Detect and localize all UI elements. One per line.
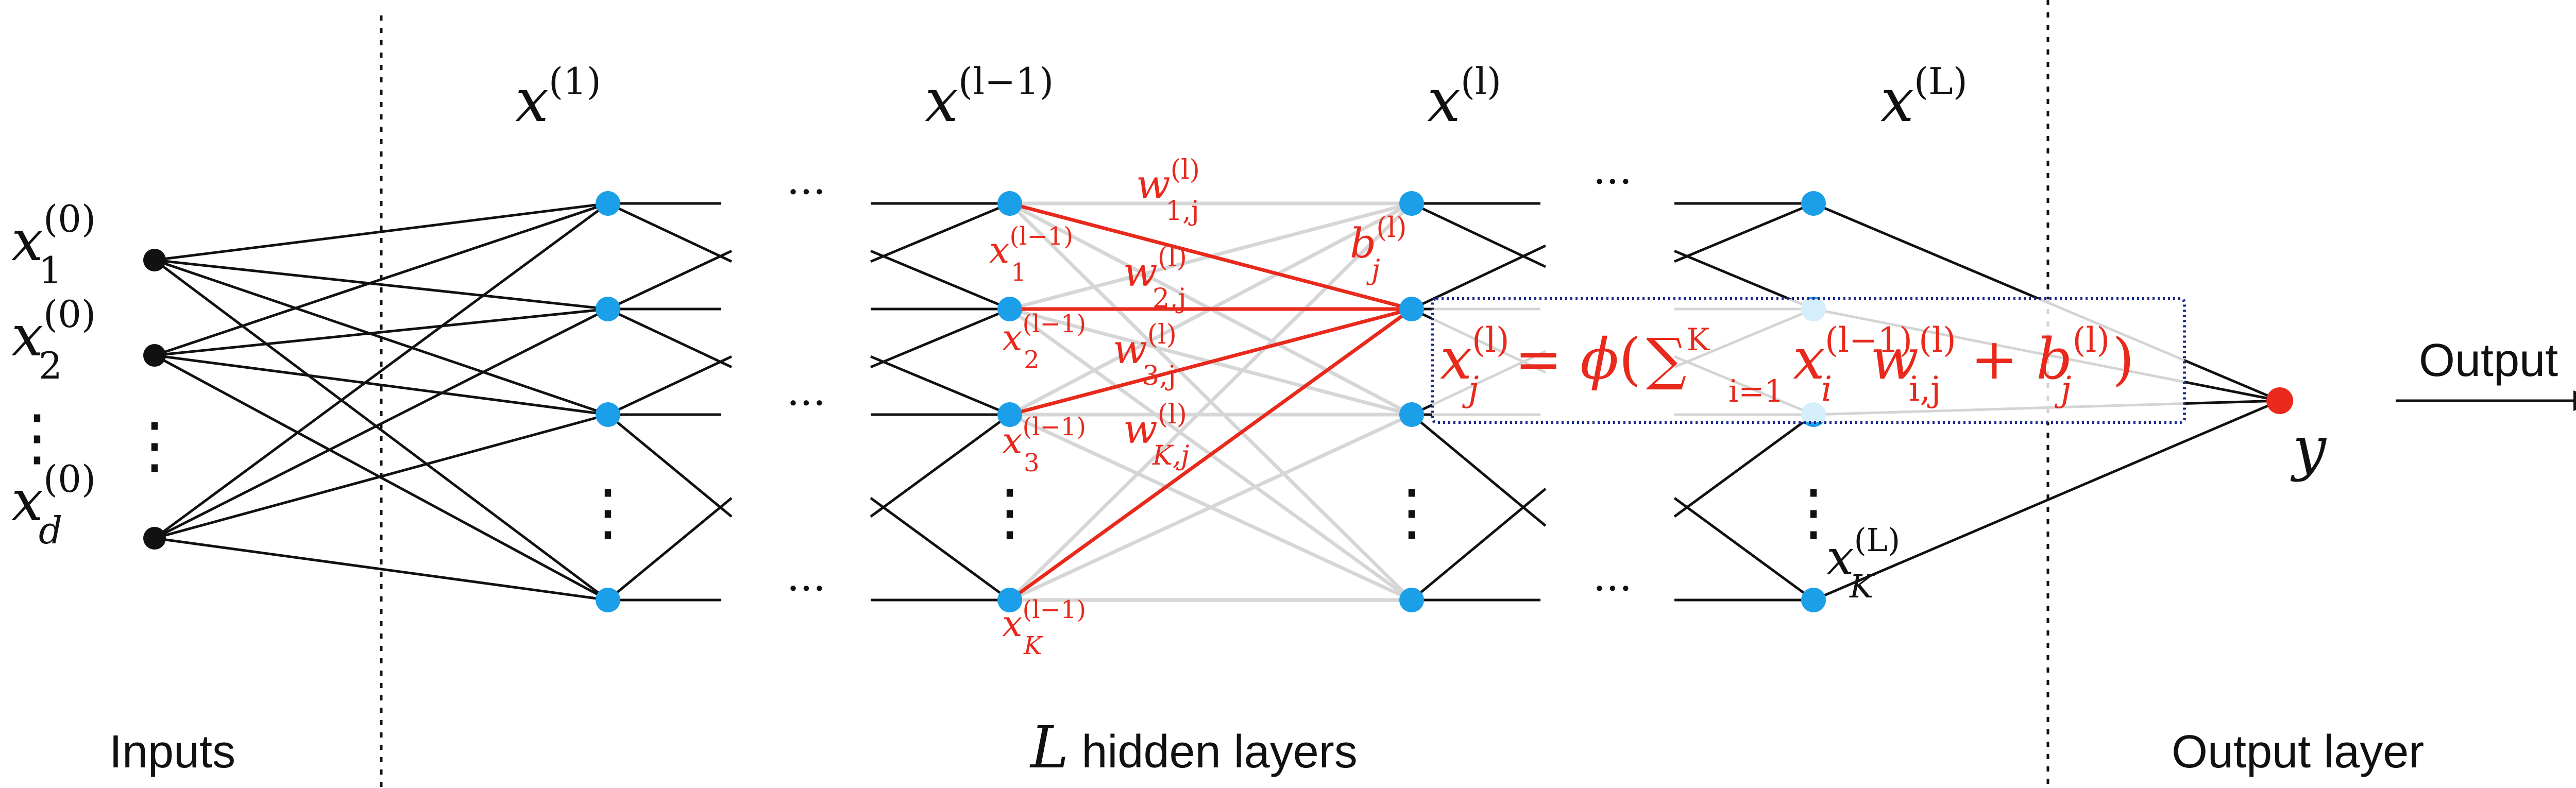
hidden-node — [596, 402, 620, 427]
edge-stub-last — [1673, 496, 1815, 602]
hidden-node — [997, 297, 1022, 321]
edge-faded-prev-to-cur — [1009, 413, 1413, 602]
edge-input-to-layer1 — [154, 202, 608, 262]
edge-stub-last — [1673, 413, 1815, 518]
edge-input-to-layer1 — [154, 537, 608, 602]
edge-stub-prev — [870, 249, 1010, 311]
hidden-node — [1399, 191, 1424, 216]
input-label-x1: x(0) 1 — [11, 197, 96, 292]
edge-faded-prev-to-cur — [1008, 202, 1413, 602]
highlighted-edges — [1008, 201, 1413, 602]
edge-input-to-layer1 — [154, 354, 608, 416]
hidden-node — [997, 588, 1022, 612]
output-node-label: y — [2290, 414, 2327, 483]
hidden-node — [1801, 588, 1826, 612]
hidden-node — [1399, 588, 1424, 612]
vdots-layer1: ⋮ — [577, 476, 639, 548]
edge-input-to-layer1 — [154, 202, 609, 540]
last-node-label: x(L) K — [1826, 521, 1900, 605]
ellipsis-top-left: ··· — [787, 168, 826, 216]
edge-input-to-layer1 — [154, 307, 608, 357]
edge-stub-prev — [870, 202, 1010, 263]
prev-node-label-3: x(l−1) 3 — [1002, 413, 1086, 477]
edge-stub-prev — [870, 307, 1010, 369]
input-node — [143, 249, 166, 271]
prev-node-label-2: x(l−1) 2 — [1002, 310, 1086, 374]
bottom-label-hidden: L hidden layers — [1029, 714, 1358, 781]
prev-node-label-1: x(l−1) 1 — [989, 222, 1073, 287]
hidden-node — [997, 402, 1022, 427]
edge-red-to-node-j — [1009, 201, 1412, 311]
vdots-layer-last: ⋮ — [1783, 476, 1844, 548]
edge-red-to-node-j — [1009, 307, 1412, 417]
header-layer-cur: x(l) — [1427, 60, 1501, 135]
ellipsis-top-right: ··· — [1593, 158, 1632, 205]
formula-box — [1431, 297, 2186, 424]
input-node — [143, 527, 166, 550]
weight-label-3: w(l) 3,j — [1113, 319, 1177, 391]
edge-stub-cur — [1411, 488, 1547, 601]
hidden-node — [596, 191, 620, 216]
ellipsis-bot-right: ··· — [1593, 564, 1632, 612]
input-label-xd: x(0) d — [11, 457, 96, 552]
vdots-inputs: ⋮ — [124, 409, 185, 481]
hidden-node — [596, 588, 620, 612]
bottom-label-inputs: Inputs — [109, 726, 235, 778]
edge-input-to-layer1 — [154, 413, 608, 540]
vdots-layer-cur: ⋮ — [1381, 476, 1443, 548]
formula: x(l) j = ϕ(∑Ki=1 x(l−1) i w(l) i,j + b(l) j) — [1440, 320, 2134, 409]
edge-last-to-output — [1813, 399, 2280, 602]
hidden-node — [997, 191, 1022, 216]
black-edges — [154, 202, 2280, 602]
input-node — [143, 344, 166, 367]
header-layer-1: x(1) — [515, 60, 601, 135]
output-label: Output — [2419, 335, 2558, 386]
edge-stub-layer1 — [607, 414, 733, 518]
edge-input-to-layer1 — [154, 259, 608, 416]
edge-stub-prev — [870, 413, 1011, 518]
weight-label-1: w(l) 1,j — [1136, 155, 1200, 227]
edge-stub-layer1 — [607, 202, 733, 263]
edge-red-to-node-j — [1008, 307, 1413, 602]
prev-node-label-K: x(l−1) K — [1002, 595, 1086, 660]
edge-input-to-layer1 — [154, 259, 609, 601]
ellipsis-bot-left: ··· — [787, 564, 826, 612]
bottom-label-output-layer: Output layer — [2172, 726, 2424, 778]
bias-label: b(l) j — [1350, 211, 1407, 286]
weight-label-2: w(l) 2,j — [1123, 242, 1187, 314]
edge-stub-prev — [870, 355, 1010, 416]
header-layer-last: x(L) — [1880, 60, 1968, 135]
edge-input-to-layer1 — [154, 202, 608, 357]
vdots-layer-prev: ⋮ — [979, 476, 1041, 548]
edge-stub-prev — [870, 496, 1011, 602]
vdots-inputs-label: ⋮ — [6, 402, 68, 473]
hidden-node — [1801, 191, 1826, 216]
hidden-node — [1399, 297, 1424, 321]
hidden-node — [1399, 402, 1424, 427]
edge-stub-layer1 — [607, 249, 733, 311]
edge-stub-last — [1674, 202, 1814, 263]
edge-stub-layer1 — [607, 307, 733, 369]
ellipsis-mid-left: ··· — [787, 379, 826, 427]
header-layer-prev: x(l−1) — [925, 60, 1054, 135]
input-label-x2: x(0) 2 — [11, 293, 96, 387]
output-node — [2266, 387, 2293, 414]
weight-label-K: w(l) K,j — [1123, 399, 1190, 471]
hidden-node — [596, 297, 620, 321]
edge-stub-layer1 — [607, 355, 733, 416]
edge-input-to-layer1 — [154, 259, 608, 311]
edge-stub-layer1 — [607, 497, 733, 601]
edge-stub-cur — [1411, 202, 1547, 268]
edge-input-to-layer1 — [154, 307, 609, 540]
